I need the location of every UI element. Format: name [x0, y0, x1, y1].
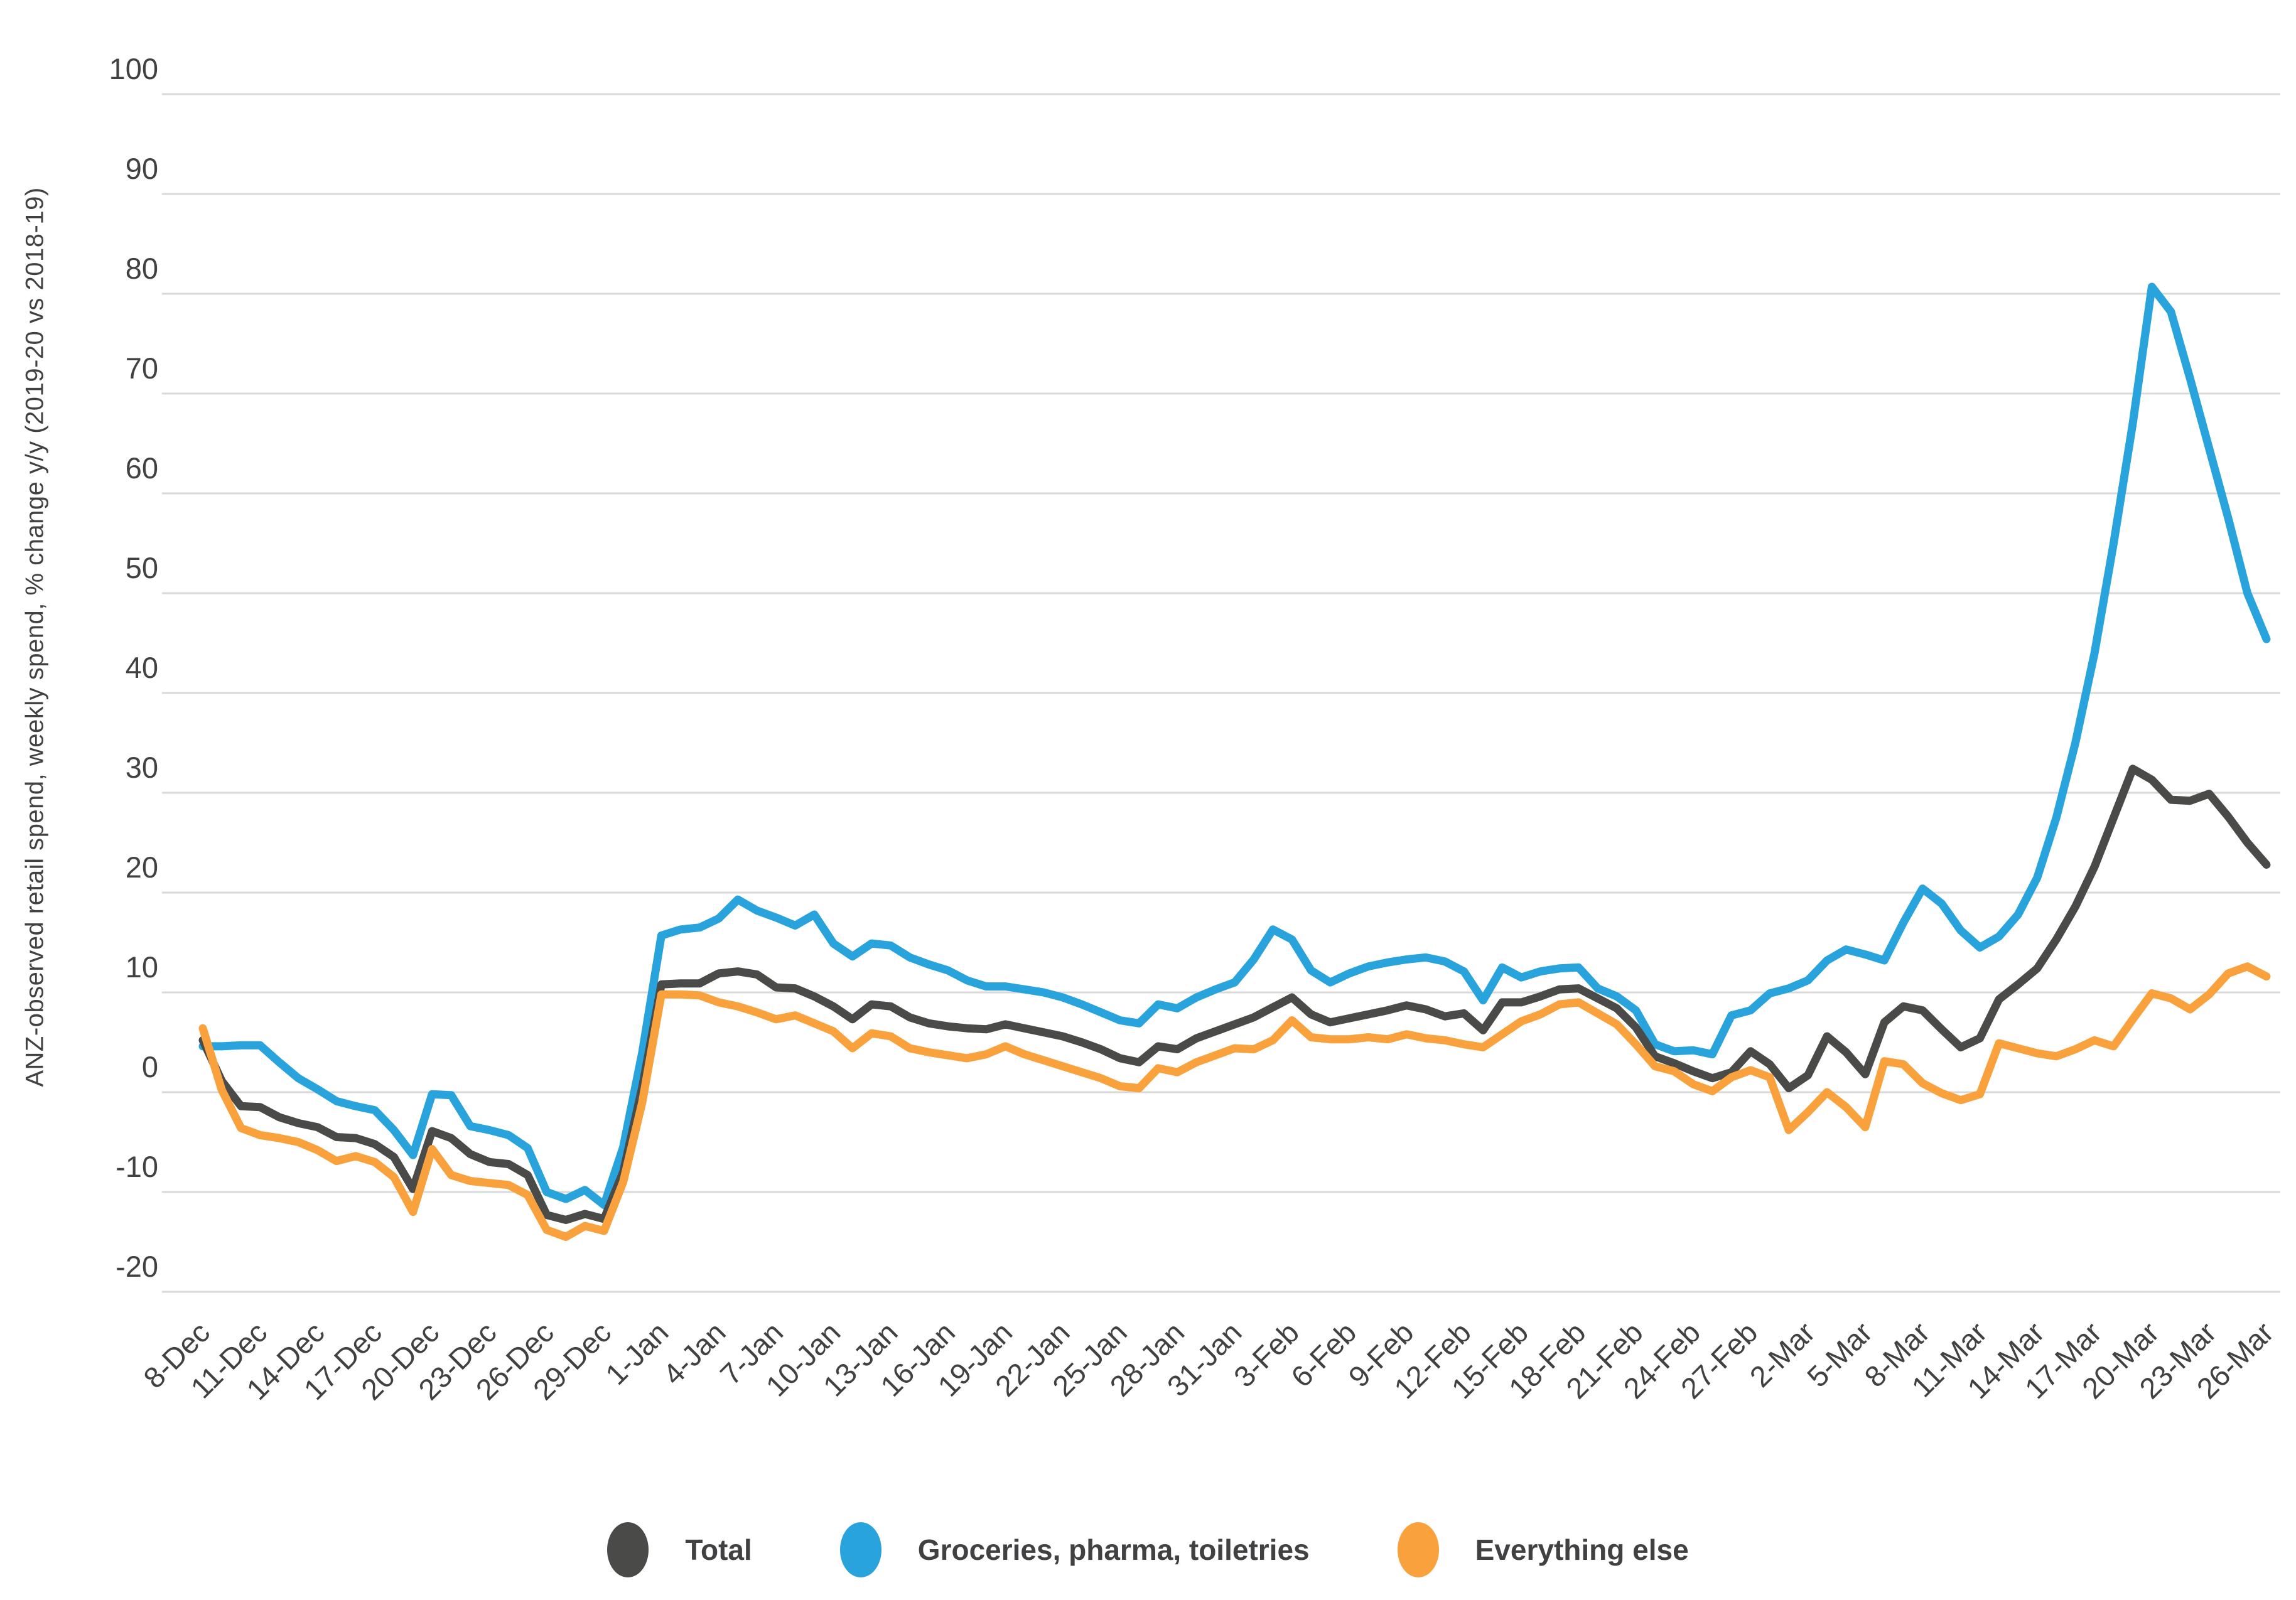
legend: Total Groceries, pharma, toiletries Ever… [0, 1522, 2296, 1577]
y-tick-label: 80 [126, 252, 158, 285]
y-tick-label: 60 [126, 451, 158, 485]
series-line-total [198, 765, 2271, 1224]
y-tick-label: 100 [109, 52, 158, 85]
legend-marker-groceries-icon [839, 1522, 881, 1577]
y-tick-label: -10 [116, 1150, 158, 1183]
x-tick-label: 1-Jan [599, 1316, 675, 1392]
y-axis-title: ANZ-observed retail spend, weekly spend,… [21, 187, 49, 1087]
gridlines [162, 93, 2280, 1293]
x-tick-label: 3-Feb [1227, 1316, 1305, 1393]
y-tick-label: 40 [126, 651, 158, 684]
y-tick-label: 30 [126, 751, 158, 784]
x-tick-label: 6-Feb [1285, 1316, 1362, 1393]
x-tick-label: 2-Mar [1743, 1316, 1821, 1393]
legend-marker-everything-else-icon [1397, 1522, 1439, 1577]
legend-label-groceries: Groceries, pharma, toiletries [917, 1533, 1310, 1566]
x-tick-label: 4-Jan [656, 1316, 732, 1392]
y-tick-label: 0 [142, 1050, 158, 1083]
legend-item-total: Total [607, 1522, 752, 1577]
series-line-groceries-pharma-toiletries [198, 282, 2271, 1210]
y-tick-label: 10 [126, 950, 158, 984]
legend-label-total: Total [685, 1533, 752, 1566]
series-lines [198, 282, 2271, 1241]
y-tick-label: 70 [126, 352, 158, 385]
y-tick-label: 50 [126, 551, 158, 584]
y-tick-label: 90 [126, 152, 158, 185]
legend-label-everything-else: Everything else [1475, 1533, 1689, 1566]
legend-item-everything-else: Everything else [1397, 1522, 1689, 1577]
y-tick-label: -20 [116, 1250, 158, 1283]
legend-item-groceries: Groceries, pharma, toiletries [839, 1522, 1310, 1577]
x-axis-tick-labels: 8-Dec11-Dec14-Dec17-Dec20-Dec23-Dec26-De… [137, 1316, 2280, 1407]
series-line-everything-else [198, 962, 2271, 1241]
y-tick-label: 20 [126, 851, 158, 884]
x-tick-label: 5-Mar [1801, 1316, 1878, 1393]
legend-marker-total-icon [607, 1522, 649, 1577]
